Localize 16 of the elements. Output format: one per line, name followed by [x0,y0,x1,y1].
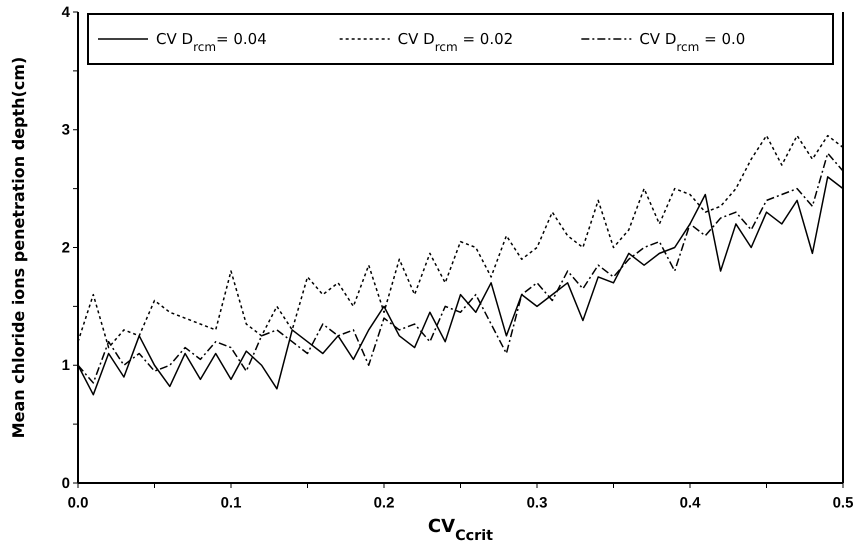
x-tick-label: 0.1 [220,494,242,512]
y-tick-label: 2 [62,239,70,256]
legend-label: CV D$_{rcm}$= 0.04 [156,30,267,54]
x-tick-label: 0.3 [526,494,548,512]
x-tick-label: 0.4 [680,494,702,512]
x-axis-title: CV$_{Ccrit}$ [428,516,494,544]
legend-label: CV D$_{rcm}$ = 0.0 [639,30,746,54]
x-tick-label: 0.5 [832,494,854,512]
x-tick-label: 0.0 [68,494,88,512]
legend-label: CV D$_{rcm}$ = 0.02 [398,30,514,54]
y-tick-label: 1 [62,357,70,374]
y-tick-label: 3 [62,122,70,139]
x-tick-label: 0.2 [374,494,394,512]
y-tick-label: 4 [62,4,71,21]
y-tick-label: 0 [62,474,70,492]
y-axis-title: Mean chloride ions penetration depth(cm) [9,56,28,438]
